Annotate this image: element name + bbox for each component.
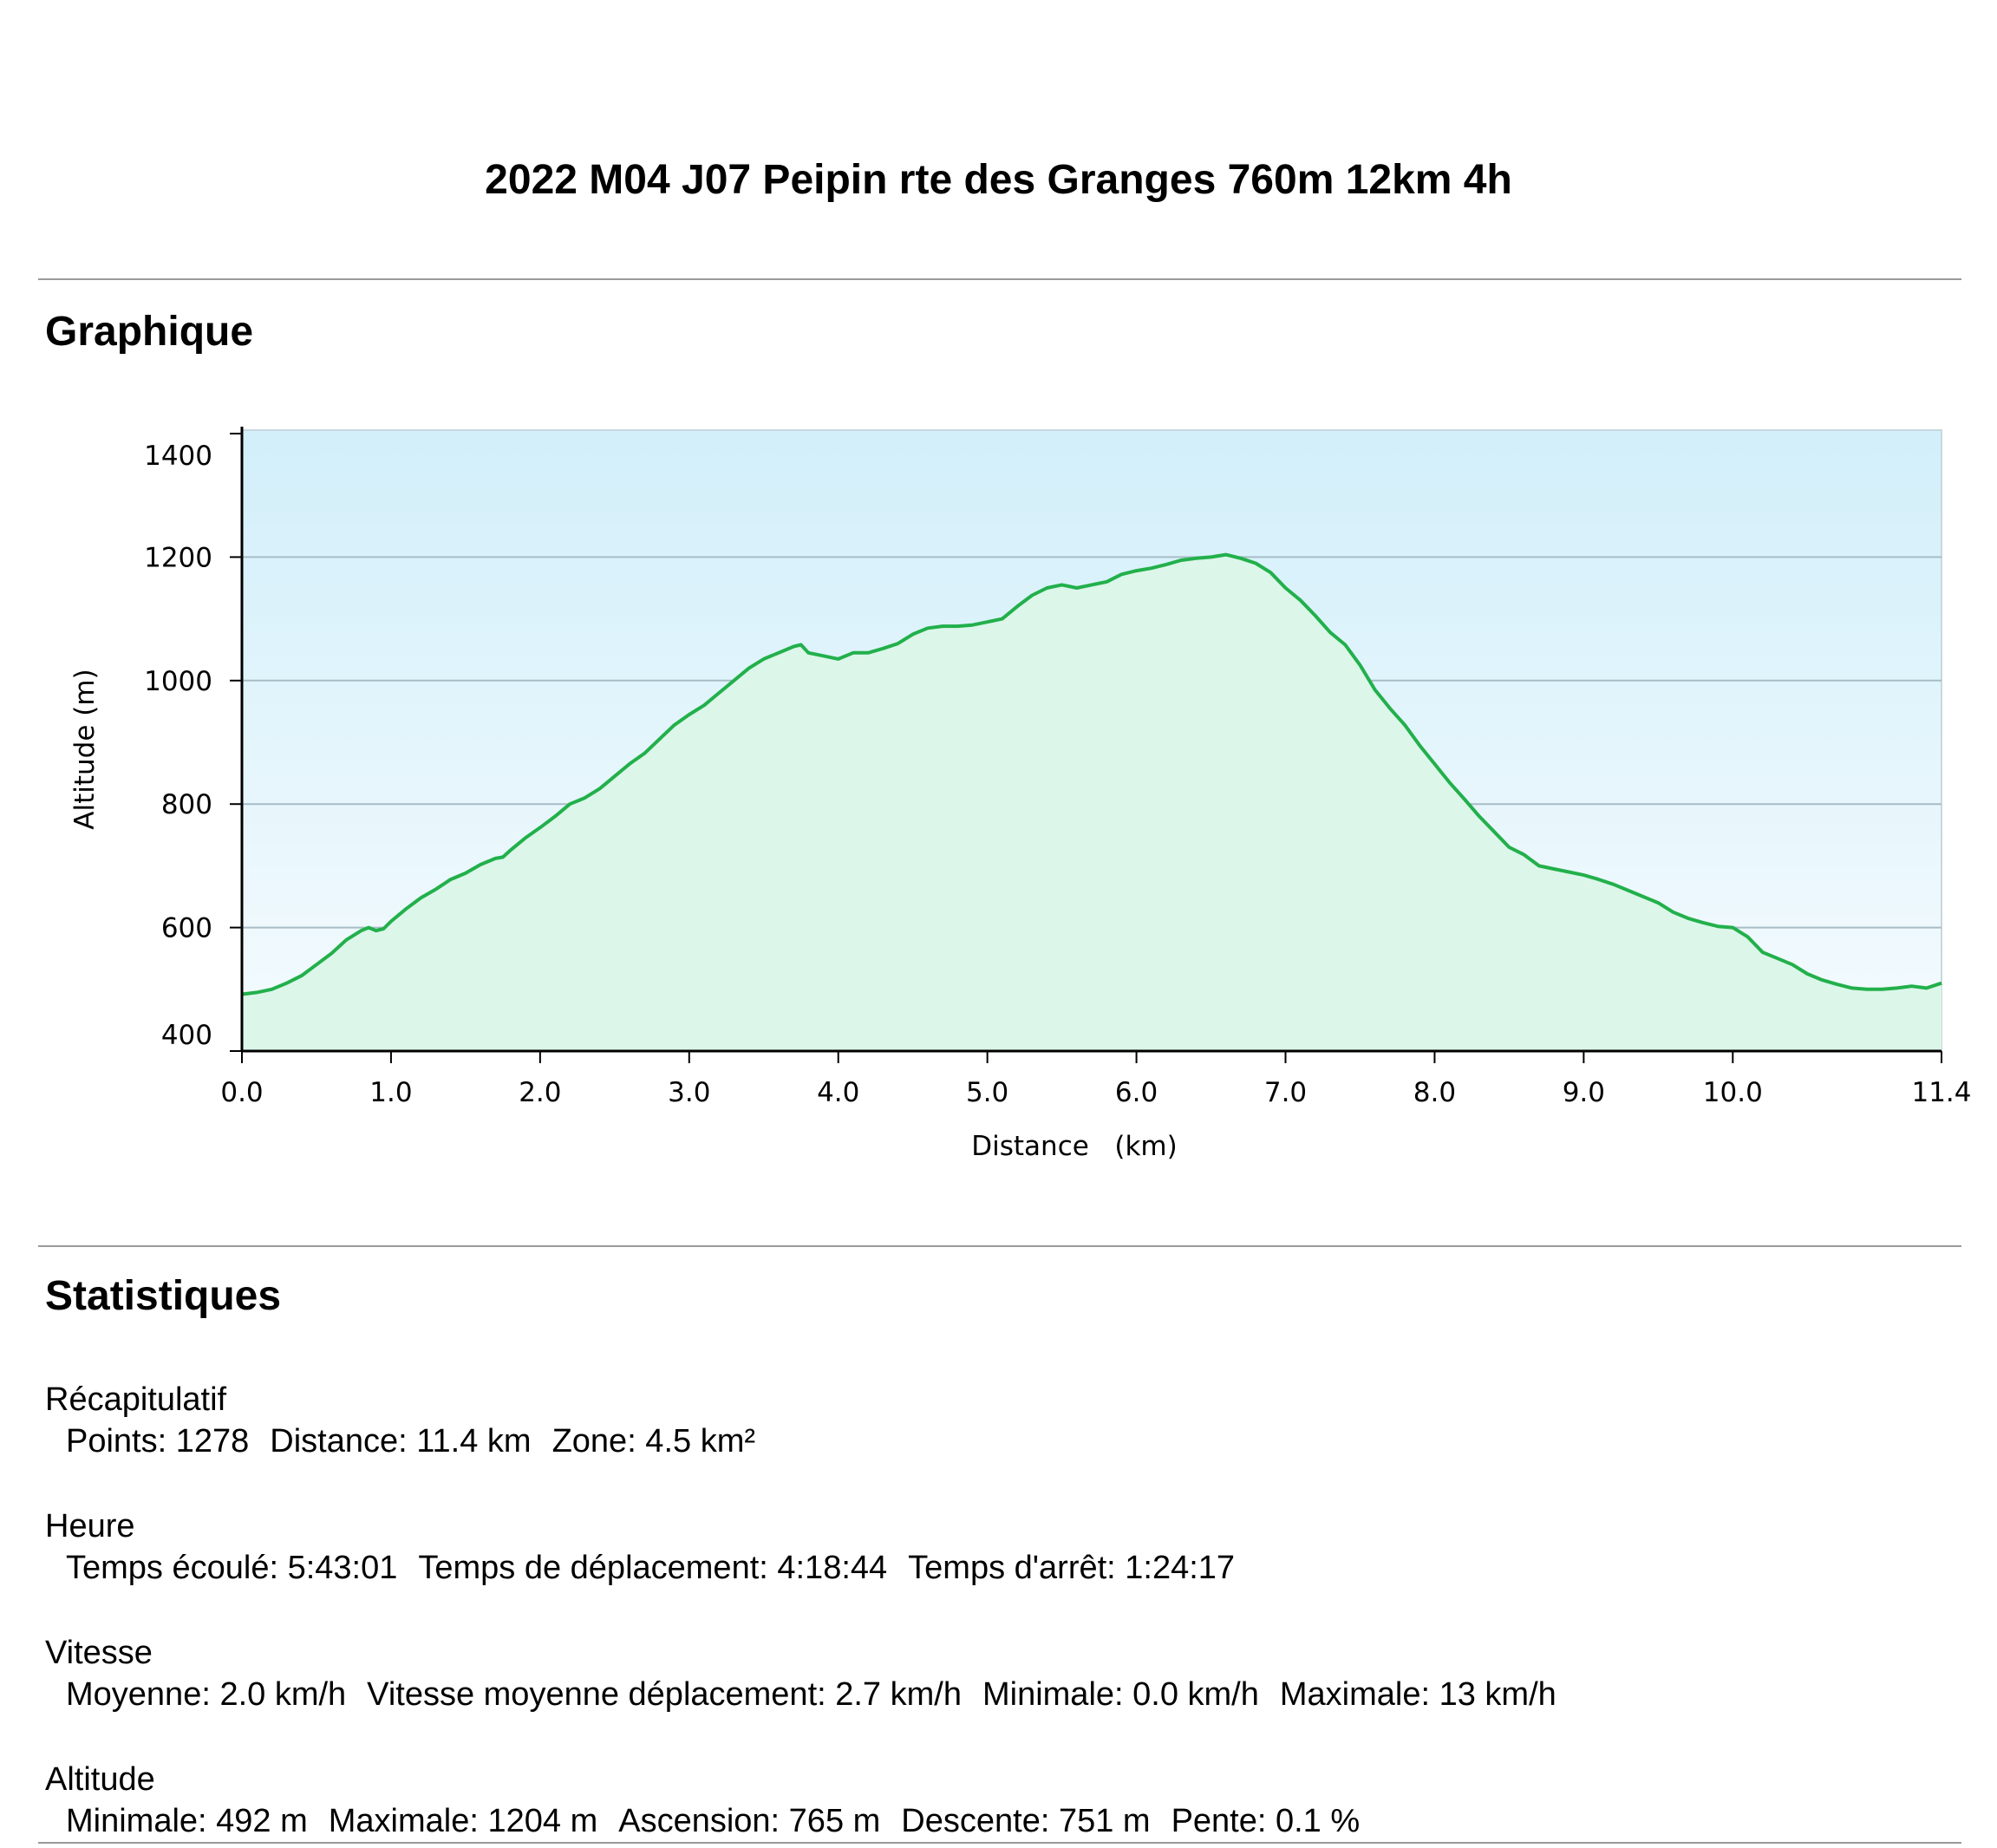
stats-section-heading: Statistiques xyxy=(45,1273,282,1319)
axes xyxy=(240,427,1942,1053)
stat-max-altitude: Maximale: 1204 m xyxy=(328,1803,598,1839)
stat-max-speed: Maximale: 13 km/h xyxy=(1279,1676,1556,1713)
stat-average-speed: Moyenne: 2.0 km/h xyxy=(66,1676,347,1713)
x-tick-label: 6.0 xyxy=(1115,1077,1158,1108)
x-tick-label: 2.0 xyxy=(519,1077,561,1108)
elevation-chart: 0.0 1.0 2.0 3.0 4.0 5.0 6.0 7.0 8.0 9.0 10.0 11.4 4… xyxy=(69,427,1972,1162)
stat-group-line: Points: 1278 Distance: 11.4 km Zone: 4.5 k… xyxy=(45,1420,776,1462)
y-tick-label: 1400 xyxy=(144,441,212,472)
stat-group-speed: Vitesse Moyenne: 2.0 km/h Vitesse moyenne… xyxy=(45,1632,1577,1715)
elevation-area xyxy=(242,554,1942,1051)
chart-section-heading: Graphique xyxy=(45,309,254,355)
y-tick-label: 600 xyxy=(161,913,212,944)
stat-descent: Descente: 751 m xyxy=(901,1803,1151,1839)
x-tick-label: 9.0 xyxy=(1563,1077,1605,1108)
bottom-divider xyxy=(38,1842,1961,1844)
x-tick-label: 11.4 xyxy=(1911,1077,1971,1108)
stat-points: Points: 1278 xyxy=(66,1423,250,1459)
y-axis-title: Altitude (m) xyxy=(69,669,101,829)
x-tick-label: 0.0 xyxy=(220,1077,263,1108)
stat-moving-time: Temps de déplacement: 4:18:44 xyxy=(418,1550,888,1586)
stat-group-recap: Récapitulatif Points: 1278 Distance: 11.4… xyxy=(45,1379,776,1462)
y-tick-label: 1200 xyxy=(144,542,212,573)
stat-stopped-time: Temps d'arrêt: 1:24:17 xyxy=(908,1550,1236,1586)
chart-divider xyxy=(38,1245,1961,1247)
stat-moving-speed: Vitesse moyenne déplacement: 2.7 km/h xyxy=(367,1676,962,1713)
elevation-line xyxy=(241,552,1942,996)
stat-distance: Distance: 11.4 km xyxy=(270,1423,532,1459)
x-tick-label: 1.0 xyxy=(369,1077,412,1108)
x-tick-label: 8.0 xyxy=(1413,1077,1456,1108)
stat-group-line: Temps écoulé: 5:43:01 Temps de déplacemen… xyxy=(45,1547,1256,1589)
stat-group-title: Récapitulatif xyxy=(45,1381,227,1418)
page-title: 2022 M04 J07 Peipin rte des Granges 760m… xyxy=(485,157,1512,203)
x-axis-ticks: 0.0 1.0 2.0 3.0 4.0 5.0 6.0 7.0 8.0 9.0 10.0 11.4 xyxy=(220,1051,1972,1108)
stat-group-time: Heure Temps écoulé: 5:43:01 Temps de dépl… xyxy=(45,1505,1256,1589)
stat-zone: Zone: 4.5 km² xyxy=(551,1423,755,1459)
y-tick-label: 1000 xyxy=(144,666,212,697)
stat-min-speed: Minimale: 0.0 km/h xyxy=(982,1676,1259,1713)
y-axis-ticks: 400 600 800 1000 1200 1400 xyxy=(144,433,242,1052)
stat-min-altitude: Minimale: 492 m xyxy=(66,1803,308,1839)
stat-group-line: Moyenne: 2.0 km/h Vitesse moyenne déplace… xyxy=(45,1674,1577,1715)
title-divider xyxy=(38,278,1961,280)
stat-group-line: Minimale: 492 m Maximale: 1204 m Ascension… xyxy=(45,1800,1380,1842)
y-tick-label: 800 xyxy=(161,789,212,820)
x-tick-label: 7.0 xyxy=(1264,1077,1307,1108)
stat-group-title: Vitesse xyxy=(45,1635,153,1671)
stat-group-title: Heure xyxy=(45,1508,135,1544)
x-tick-label: 3.0 xyxy=(668,1077,710,1108)
x-tick-label: 10.0 xyxy=(1703,1077,1763,1108)
stat-slope: Pente: 0.1 % xyxy=(1171,1803,1361,1839)
x-axis-title: Distance (km) xyxy=(971,1131,1177,1162)
stat-group-title: Altitude xyxy=(45,1761,155,1798)
y-tick-label: 400 xyxy=(161,1020,212,1051)
stat-ascent: Ascension: 765 m xyxy=(618,1803,881,1839)
x-tick-label: 5.0 xyxy=(966,1077,1008,1108)
stat-group-altitude: Altitude Minimale: 492 m Maximale: 1204 m… xyxy=(45,1759,1380,1842)
stat-elapsed-time: Temps écoulé: 5:43:01 xyxy=(66,1550,398,1586)
x-tick-label: 4.0 xyxy=(817,1077,859,1108)
